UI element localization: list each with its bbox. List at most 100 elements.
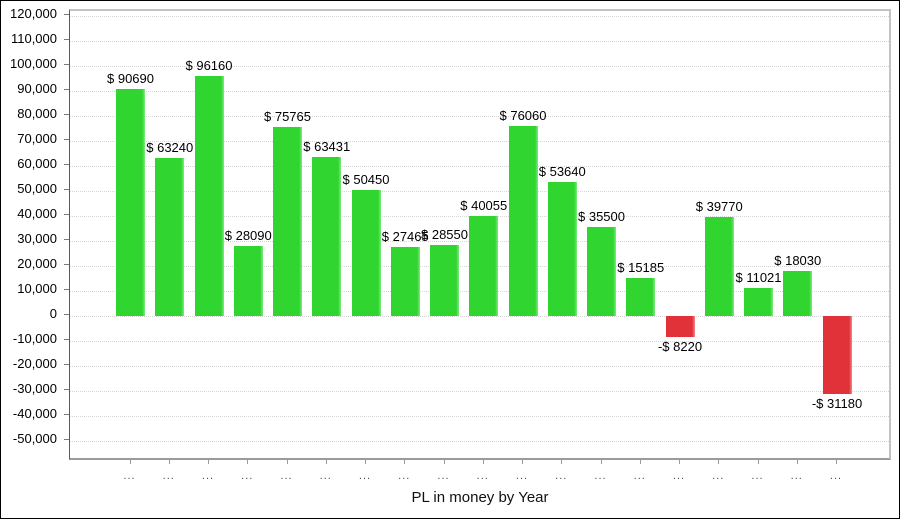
bar-value-label: $ 15185 [617,260,665,276]
y-axis-tick-label: 40,000 [17,206,57,221]
y-axis-tick [64,214,69,215]
x-axis-category-label: ... [712,470,725,482]
y-axis-tick [64,389,69,390]
bar-value-label: $ 63431 [303,139,351,155]
x-axis-tick [286,460,288,464]
bar-positive [783,270,813,316]
x-axis-category-label: ... [201,470,215,482]
y-axis-tick-label: 0 [49,306,57,321]
x-axis-category-label: ... [555,470,568,482]
x-axis-category-label: ... [751,470,764,482]
bar-positive [469,215,499,316]
y-axis-tick [64,39,69,40]
bar-value-label: $ 75765 [264,108,311,124]
bar-negative [665,316,695,337]
y-axis-tick [64,414,69,415]
y-axis-tick-label: 100,000 [10,56,57,71]
bar-positive [744,288,773,316]
bar-positive [194,75,224,316]
y-axis-tick [64,439,69,440]
x-axis-category-label: ... [829,470,843,482]
bar-value-label: $ 63240 [146,139,194,155]
y-axis-tick-label: 120,000 [10,6,57,21]
bar-positive [508,125,538,316]
bar-value-label: -$ 31180 [811,395,863,411]
x-axis-tick [443,460,445,464]
x-axis-tick [757,460,759,464]
gridline [70,341,889,342]
bar-positive [626,278,656,316]
x-axis-tick [404,460,406,464]
y-axis-tick-label: -10,000 [12,331,57,346]
y-axis-tick-label: -40,000 [12,406,57,421]
y-axis-tick [64,14,69,15]
y-axis-tick [64,289,69,290]
bar-positive [351,189,381,316]
y-axis-tick-label: 20,000 [17,256,57,271]
bar-positive [587,227,616,316]
x-axis-tick [365,460,366,464]
gridline [70,141,889,142]
gridline [70,391,889,392]
y-axis-tick [64,114,69,115]
x-axis-tick [522,460,523,464]
bar-value-label: $ 53640 [538,163,586,179]
bar-positive [547,181,577,316]
bar-positive [430,244,459,316]
y-axis-tick-label: 30,000 [17,231,57,246]
bar-value-label: $ 11021 [735,270,782,286]
gridline [70,16,889,17]
bar-value-label: $ 27465 [381,229,429,245]
y-axis-tick-label: 110,000 [10,31,57,46]
x-axis-category-label: ... [162,470,175,482]
x-axis-tick [679,460,680,464]
bar-positive [155,157,185,316]
gridline [70,366,889,367]
gridline [70,316,889,317]
y-axis-tick [64,339,69,340]
x-axis-category-label: ... [515,470,529,482]
x-axis-category-label: ... [398,470,411,482]
x-axis-category-label: ... [319,470,332,482]
x-axis-category-label: ... [358,470,372,482]
x-axis-category-label: ... [280,470,293,482]
x-axis-tick [561,460,563,464]
x-axis-category-label: ... [790,470,803,482]
x-axis-tick [129,460,131,464]
y-axis-tick [64,364,69,365]
gridline [70,416,889,417]
x-axis-tick [796,460,798,464]
x-axis-category-label: ... [437,470,450,482]
bar-positive [390,247,420,316]
bar-value-label: $ 28090 [224,227,272,243]
gridline [70,166,889,167]
gridline [70,116,889,117]
gridline [70,441,889,442]
y-axis-tick-label: 60,000 [17,156,57,171]
y-axis-tick [64,64,69,65]
x-axis-tick [718,460,720,464]
x-axis-category-label: ... [241,470,254,482]
y-axis-tick-label: -30,000 [12,381,57,396]
bar-value-label: $ 76060 [499,107,547,123]
y-axis-tick-label: 10,000 [17,281,57,296]
x-axis-tick [482,460,484,464]
bar-value-label: $ 18030 [774,252,822,268]
x-axis-tick [836,460,837,464]
bar-value-label: $ 90690 [107,71,154,87]
y-axis-tick-label: 70,000 [17,131,57,146]
y-axis-tick-label: 80,000 [17,106,57,121]
x-axis-category-label: ... [633,470,646,482]
x-axis-tick [168,460,170,464]
y-axis-tick [64,164,69,165]
bar-value-label: -$ 8220 [657,338,703,354]
plot-area: $ 90690 $ 63240 $ 96160 $ 28090 $ 75765 $ 634… [69,9,891,460]
y-axis-tick-label: -20,000 [12,356,57,371]
x-axis-title: PL in money by Year [411,489,549,506]
bar-negative [822,316,852,394]
bar-positive [312,157,342,316]
y-axis-tick [64,239,69,240]
bar-value-label: $ 39770 [695,198,743,214]
bar-value-label: $ 96160 [185,57,233,73]
